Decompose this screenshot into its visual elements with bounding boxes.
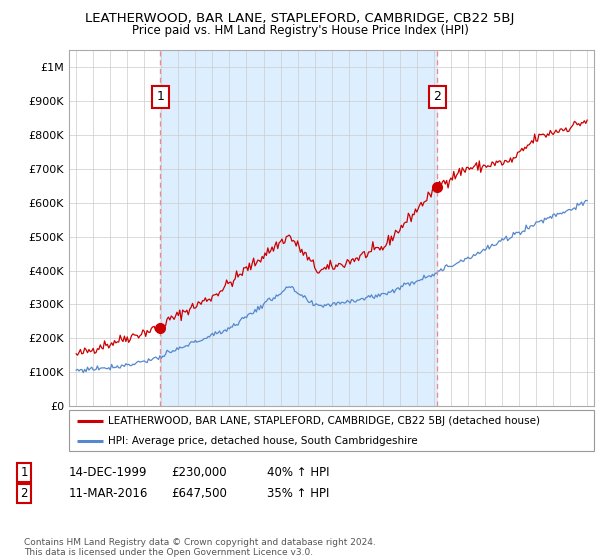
Text: 1: 1	[157, 90, 164, 103]
Text: 1: 1	[20, 465, 28, 479]
Text: LEATHERWOOD, BAR LANE, STAPLEFORD, CAMBRIDGE, CB22 5BJ: LEATHERWOOD, BAR LANE, STAPLEFORD, CAMBR…	[85, 12, 515, 25]
Text: Price paid vs. HM Land Registry's House Price Index (HPI): Price paid vs. HM Land Registry's House …	[131, 24, 469, 36]
Text: HPI: Average price, detached house, South Cambridgeshire: HPI: Average price, detached house, Sout…	[109, 436, 418, 446]
Text: £230,000: £230,000	[171, 465, 227, 479]
Text: Contains HM Land Registry data © Crown copyright and database right 2024.
This d: Contains HM Land Registry data © Crown c…	[24, 538, 376, 557]
Text: 2: 2	[20, 487, 28, 501]
Text: £647,500: £647,500	[171, 487, 227, 501]
Text: 14-DEC-1999: 14-DEC-1999	[69, 465, 148, 479]
Bar	[160, 50, 437, 406]
Text: 40% ↑ HPI: 40% ↑ HPI	[267, 465, 329, 479]
FancyBboxPatch shape	[69, 410, 594, 451]
Text: 2: 2	[433, 90, 441, 103]
Text: 35% ↑ HPI: 35% ↑ HPI	[267, 487, 329, 501]
Text: 11-MAR-2016: 11-MAR-2016	[69, 487, 148, 501]
Text: LEATHERWOOD, BAR LANE, STAPLEFORD, CAMBRIDGE, CB22 5BJ (detached house): LEATHERWOOD, BAR LANE, STAPLEFORD, CAMBR…	[109, 417, 541, 426]
